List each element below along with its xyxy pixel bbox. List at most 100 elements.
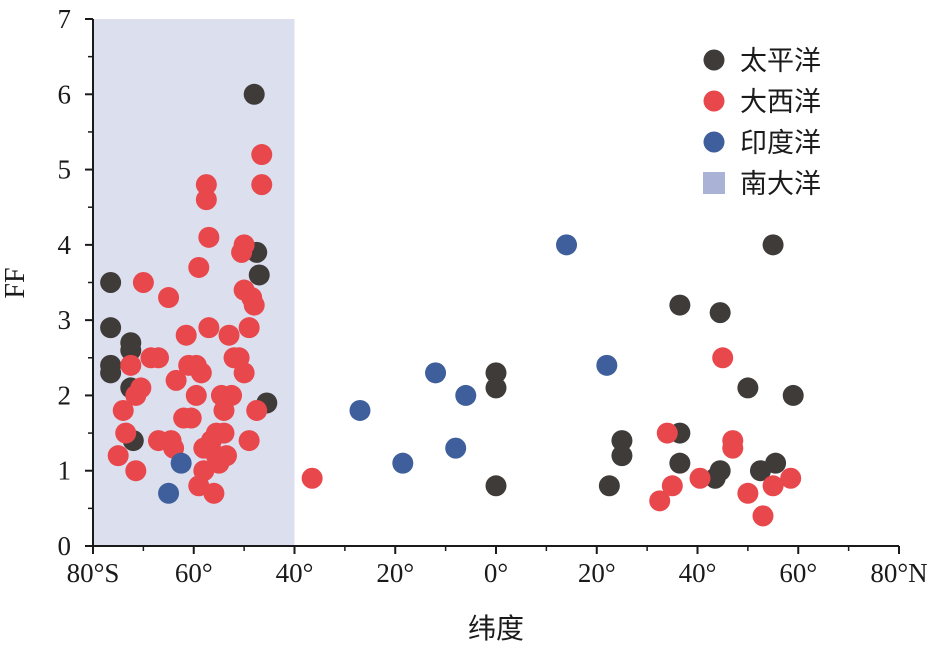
data-point — [762, 234, 784, 256]
data-point — [611, 445, 633, 467]
data-point — [661, 475, 683, 497]
data-point — [455, 384, 477, 406]
series-1 — [107, 144, 802, 527]
data-point — [649, 490, 671, 512]
data-point — [712, 347, 734, 369]
legend-label: 太平洋 — [740, 46, 821, 77]
data-point — [780, 467, 802, 489]
x-tick-label: 60° — [779, 558, 817, 588]
series-0 — [100, 83, 804, 497]
data-point — [301, 467, 323, 489]
data-point — [669, 452, 691, 474]
data-point — [752, 505, 774, 527]
x-tick-label: 20° — [376, 558, 414, 588]
x-tick-label: 40° — [679, 558, 717, 588]
data-point — [100, 362, 122, 384]
x-axis-title: 纬度 — [468, 612, 524, 645]
data-point — [165, 369, 187, 391]
y-tick-label: 4 — [58, 230, 72, 260]
data-point — [218, 324, 240, 346]
data-point — [195, 189, 217, 211]
data-point — [596, 354, 618, 376]
data-point — [190, 362, 212, 384]
legend-label: 南大洋 — [740, 169, 821, 200]
data-point — [349, 399, 371, 421]
data-point — [213, 422, 235, 444]
data-point — [198, 317, 220, 339]
x-tick-label: 40° — [276, 558, 314, 588]
data-point — [132, 272, 154, 293]
x-tick-label: 80°S — [67, 558, 120, 588]
data-point — [198, 226, 220, 248]
y-tick-label: 2 — [58, 380, 72, 410]
data-point — [762, 475, 784, 497]
data-point — [158, 287, 180, 309]
data-point — [246, 399, 268, 421]
data-point — [485, 362, 507, 384]
x-tick-label: 60° — [175, 558, 213, 588]
data-point — [689, 467, 711, 489]
data-point — [656, 422, 678, 444]
data-point — [233, 234, 255, 256]
data-point — [125, 460, 147, 482]
y-axis-title: FF — [0, 267, 31, 298]
data-points-layer — [100, 83, 804, 527]
data-point — [238, 430, 260, 452]
data-point — [737, 482, 759, 504]
legend-marker — [703, 49, 725, 71]
data-point — [170, 452, 192, 474]
data-point — [147, 347, 169, 369]
data-point — [185, 384, 207, 406]
data-point — [251, 174, 273, 196]
data-point — [485, 377, 507, 399]
data-point — [251, 144, 273, 166]
data-point — [669, 294, 691, 316]
data-point — [392, 452, 414, 474]
legend-marker — [703, 131, 725, 153]
y-axis: 0 1 2 3 4 5 6 7 — [58, 4, 94, 561]
data-point — [215, 445, 237, 467]
data-point — [130, 377, 152, 399]
legend-label: 大西洋 — [740, 87, 821, 118]
data-point — [611, 430, 633, 452]
data-point — [120, 354, 142, 376]
x-tick-label: 80°N — [870, 558, 927, 588]
series-2 — [158, 234, 618, 504]
legend-marker — [703, 172, 725, 194]
data-point — [704, 467, 726, 489]
data-point — [233, 362, 255, 384]
data-point — [445, 437, 467, 459]
data-point — [112, 399, 134, 421]
data-point — [238, 317, 260, 339]
data-point — [248, 264, 270, 286]
data-point — [100, 272, 122, 293]
data-point — [175, 324, 197, 346]
data-point — [598, 475, 620, 497]
data-point — [195, 174, 217, 196]
data-point — [485, 475, 507, 497]
data-point — [722, 437, 744, 459]
y-tick-label: 0 — [58, 531, 72, 561]
data-point — [243, 294, 265, 316]
x-tick-label: 20° — [578, 558, 616, 588]
data-point — [120, 339, 142, 361]
x-tick-label: 0° — [484, 558, 508, 588]
x-axis: 80°S 60° 40° 20° 0° 20° 40° 60° 80°N — [67, 545, 928, 588]
data-point — [107, 445, 129, 467]
data-point — [180, 407, 202, 429]
data-point — [158, 482, 180, 504]
y-tick-label: 3 — [58, 305, 72, 335]
data-point — [188, 256, 210, 278]
data-point — [709, 302, 731, 324]
y-tick-label: 7 — [58, 4, 72, 34]
y-tick-label: 6 — [58, 79, 72, 109]
data-point — [203, 482, 225, 504]
legend-label: 印度洋 — [740, 128, 821, 159]
data-point — [221, 384, 243, 406]
data-point — [737, 377, 759, 399]
data-point — [115, 422, 137, 444]
data-point — [782, 384, 804, 406]
data-point — [556, 234, 578, 256]
